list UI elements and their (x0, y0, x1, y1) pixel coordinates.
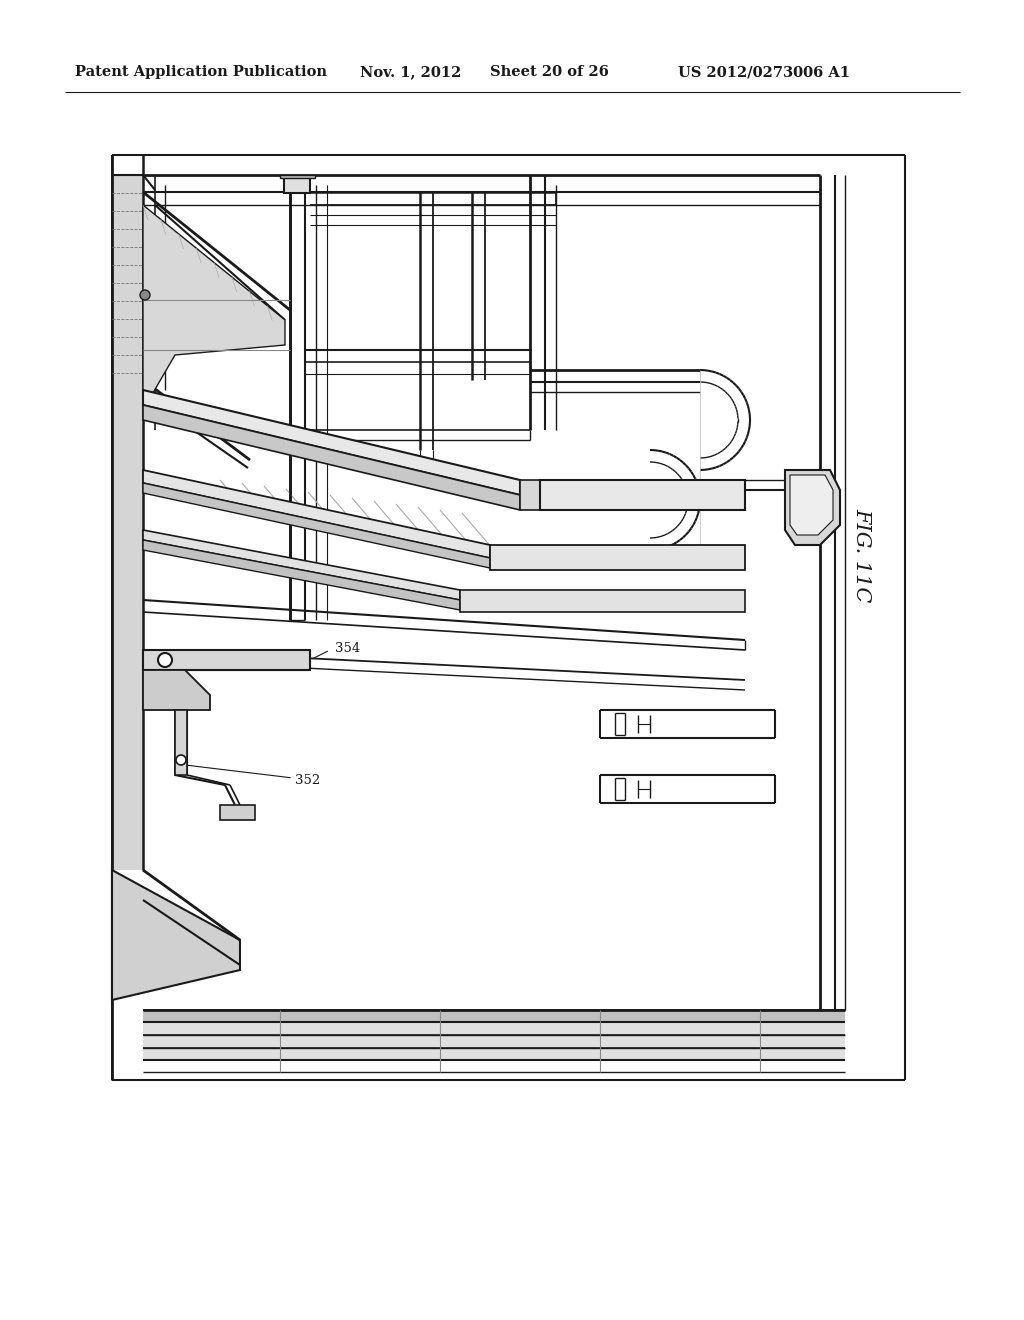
Polygon shape (143, 531, 460, 601)
Circle shape (140, 290, 150, 300)
Polygon shape (143, 1010, 845, 1022)
Polygon shape (284, 177, 310, 193)
Text: Sheet 20 of 26: Sheet 20 of 26 (490, 65, 609, 79)
Circle shape (158, 653, 172, 667)
Polygon shape (785, 470, 840, 545)
Text: 352: 352 (295, 774, 321, 787)
Polygon shape (143, 649, 310, 671)
Text: 354: 354 (335, 642, 360, 655)
Text: US 2012/0273006 A1: US 2012/0273006 A1 (678, 65, 850, 79)
Polygon shape (520, 480, 540, 510)
Polygon shape (460, 590, 745, 612)
Polygon shape (490, 545, 745, 570)
Polygon shape (112, 870, 240, 1001)
Bar (113, 156, 904, 1078)
Polygon shape (540, 480, 745, 510)
Polygon shape (112, 176, 143, 870)
Text: Nov. 1, 2012: Nov. 1, 2012 (360, 65, 462, 79)
Polygon shape (175, 710, 187, 775)
Polygon shape (143, 470, 490, 558)
Polygon shape (790, 475, 833, 535)
Polygon shape (143, 389, 520, 495)
Polygon shape (143, 540, 460, 610)
Polygon shape (143, 483, 490, 568)
Polygon shape (143, 405, 520, 510)
Text: FIG. 11C: FIG. 11C (853, 508, 871, 602)
Polygon shape (143, 205, 285, 411)
Polygon shape (143, 1022, 845, 1060)
Circle shape (176, 755, 186, 766)
Text: Patent Application Publication: Patent Application Publication (75, 65, 327, 79)
Polygon shape (143, 671, 210, 710)
Polygon shape (280, 176, 315, 178)
Polygon shape (220, 805, 255, 820)
